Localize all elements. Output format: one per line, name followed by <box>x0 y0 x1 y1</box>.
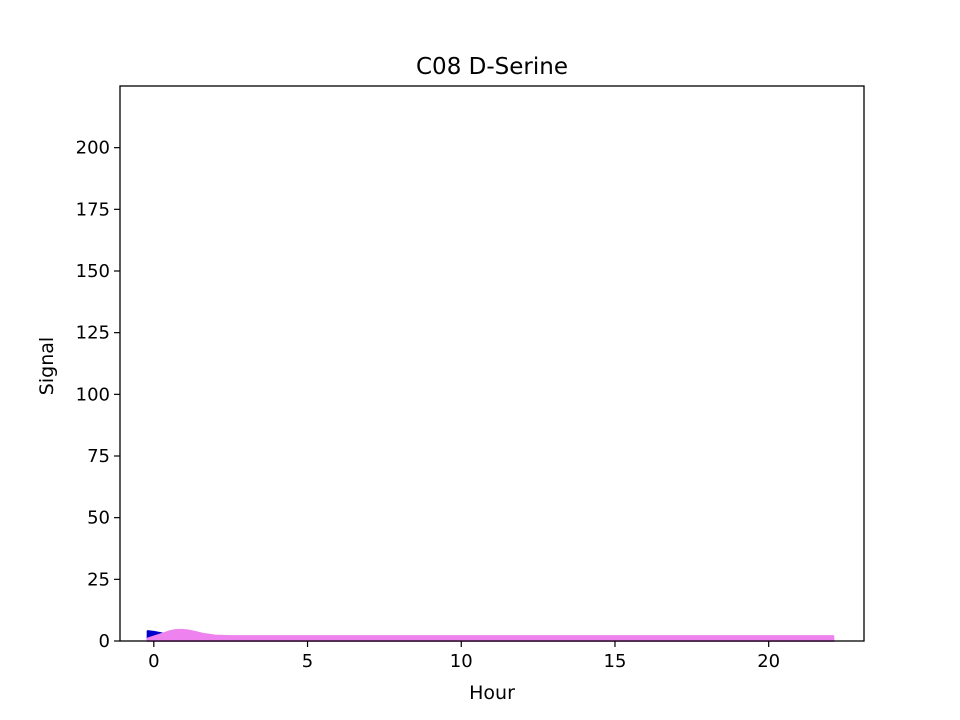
y-tick-label: 200 <box>76 138 110 159</box>
x-tick-label: 20 <box>757 651 780 672</box>
plot-layer <box>146 628 835 642</box>
y-tick-label: 0 <box>99 631 110 652</box>
y-tick-label: 50 <box>87 508 110 529</box>
x-axis-label: Hour <box>469 682 515 704</box>
x-axis-ticks: 0 5 10 15 20 <box>148 641 780 672</box>
x-tick-label: 0 <box>148 651 159 672</box>
chart-title: C08 D-Serine <box>416 54 568 80</box>
y-tick-label: 125 <box>76 323 110 344</box>
y-axis-ticks: 0 25 50 75 100 125 150 175 200 <box>76 138 120 652</box>
x-tick-label: 5 <box>302 651 313 672</box>
plot-frame <box>119 85 865 642</box>
y-tick-label: 175 <box>76 199 110 220</box>
y-tick-label: 100 <box>76 384 110 405</box>
series-1-area <box>146 628 835 642</box>
y-tick-label: 150 <box>76 261 110 282</box>
y-tick-label: 25 <box>87 569 110 590</box>
x-tick-label: 10 <box>450 651 473 672</box>
x-tick-label: 15 <box>604 651 627 672</box>
y-axis-label: Signal <box>36 337 58 395</box>
y-tick-label: 75 <box>87 446 110 467</box>
